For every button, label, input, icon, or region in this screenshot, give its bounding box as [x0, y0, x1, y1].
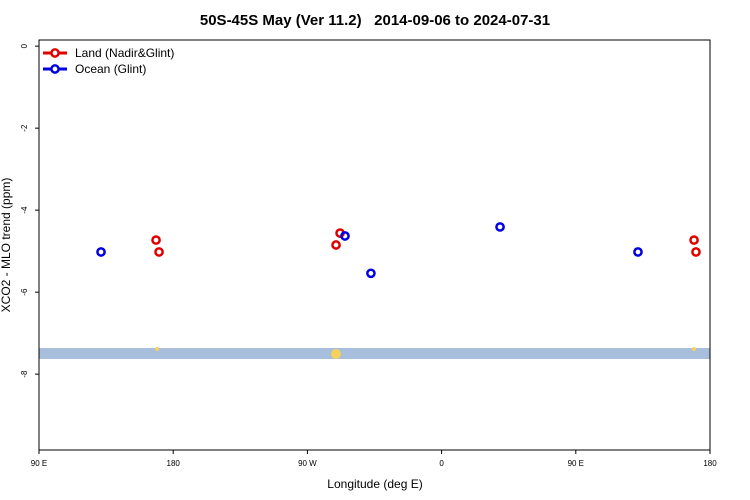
x-tick-label: 90 E: [568, 459, 584, 468]
x-axis-label: Longitude (deg E): [327, 477, 422, 491]
x-tick-label: 180: [167, 459, 181, 468]
y-axis-label: XCO2 - MLO trend (ppm): [0, 178, 13, 313]
plot-frame: [38, 39, 711, 451]
point: [96, 247, 106, 257]
point: [154, 247, 164, 257]
legend-label: Land (Nadir&Glint): [75, 46, 174, 60]
land-speck: [155, 347, 159, 351]
y-tick-label: -8: [20, 370, 29, 378]
point: [151, 235, 161, 245]
point: [495, 222, 505, 232]
legend-label: Ocean (Glint): [75, 62, 146, 76]
x-tick-label: 90 W: [298, 459, 317, 468]
y-tick-label: -2: [20, 124, 29, 132]
chart-title: 50S-45S May (Ver 11.2) 2014-09-06 to 202…: [200, 12, 550, 29]
point: [691, 247, 701, 257]
x-tick-label: 90 E: [31, 459, 47, 468]
point: [366, 268, 376, 279]
y-tick-label: 0: [20, 43, 29, 48]
point: [331, 240, 341, 250]
land-speck: [331, 349, 341, 359]
y-tick-label: -4: [20, 206, 29, 214]
point: [633, 247, 643, 257]
point: [340, 231, 350, 241]
point: [689, 235, 699, 245]
land-speck: [692, 347, 696, 351]
legend-marker: [50, 48, 60, 58]
x-tick-label: 180: [703, 459, 717, 468]
legend-marker: [50, 64, 60, 74]
y-tick-label: -6: [20, 288, 29, 296]
x-tick-label: 0: [439, 459, 444, 468]
region-band: [39, 348, 710, 359]
